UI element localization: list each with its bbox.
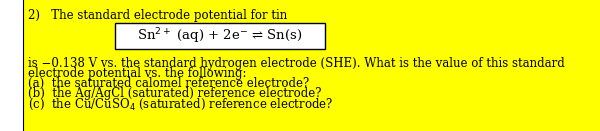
Bar: [0, 0, 23, 131]
Text: (c)  the Cu/CuSO$_4$ (saturated) reference electrode?: (c) the Cu/CuSO$_4$ (saturated) referenc…: [28, 97, 334, 112]
Text: electrode potential vs. the following:: electrode potential vs. the following:: [28, 67, 247, 80]
Bar: [115, 23, 325, 49]
Text: (a)  the saturated calomel reference electrode?: (a) the saturated calomel reference elec…: [28, 77, 309, 90]
Text: Sn$^{2+}$ (aq) + 2e$^{-}$ ⇌ Sn(s): Sn$^{2+}$ (aq) + 2e$^{-}$ ⇌ Sn(s): [137, 26, 303, 46]
Text: 2)   The standard electrode potential for tin: 2) The standard electrode potential for …: [28, 9, 287, 22]
Text: is −0.138 V vs. the standard hydrogen electrode (SHE). What is the value of this: is −0.138 V vs. the standard hydrogen el…: [28, 57, 565, 70]
Text: (b)  the Ag/AgCl (saturated) reference electrode?: (b) the Ag/AgCl (saturated) reference el…: [28, 87, 322, 100]
